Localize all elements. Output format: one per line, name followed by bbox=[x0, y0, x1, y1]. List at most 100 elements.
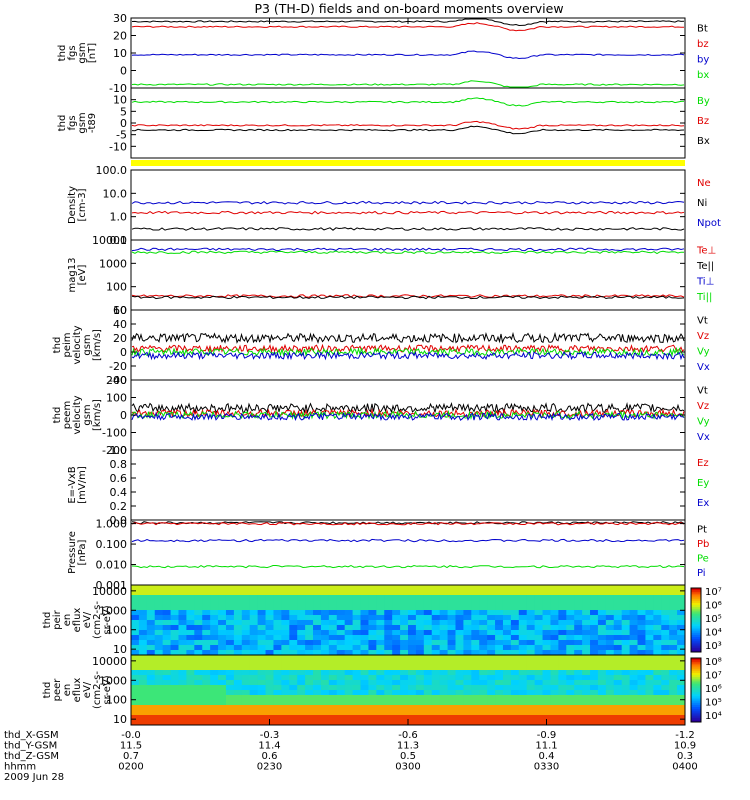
heatmap-cell bbox=[455, 635, 464, 641]
heatmap-cell bbox=[542, 690, 551, 696]
heatmap-cell bbox=[582, 715, 591, 721]
heatmap-cell bbox=[384, 715, 393, 721]
heatmap-cell bbox=[518, 720, 528, 726]
heatmap-cell bbox=[447, 710, 456, 716]
heatmap-cell bbox=[621, 675, 631, 681]
heatmap-cell bbox=[661, 715, 670, 721]
heatmap-cell bbox=[558, 710, 567, 716]
heatmap-cell bbox=[210, 610, 219, 616]
heatmap-cell bbox=[590, 585, 599, 591]
heatmap-cell bbox=[194, 720, 203, 726]
heatmap-cell bbox=[439, 655, 449, 661]
heatmap-cell bbox=[336, 615, 346, 621]
heatmap-cell bbox=[605, 650, 615, 656]
heatmap-cell bbox=[178, 655, 187, 661]
heatmap-cell bbox=[534, 635, 544, 641]
heatmap-cell bbox=[336, 715, 346, 721]
heatmap-cell bbox=[281, 680, 290, 686]
heatmap-cell bbox=[661, 710, 670, 716]
heatmap-cell bbox=[336, 680, 346, 686]
heatmap-cell bbox=[352, 720, 362, 726]
y-axis-label: Density bbox=[67, 186, 78, 224]
heatmap-cell bbox=[273, 600, 282, 606]
heatmap-cell bbox=[352, 625, 362, 631]
heatmap-cell bbox=[178, 700, 187, 706]
heatmap-cell bbox=[439, 610, 449, 616]
heatmap-cell bbox=[281, 600, 290, 606]
colorbar-label: 10⁸ bbox=[705, 657, 722, 668]
heatmap-cell bbox=[534, 615, 544, 621]
heatmap-cell bbox=[590, 680, 599, 686]
heatmap-cell bbox=[669, 590, 678, 596]
y-tick-label: 5 bbox=[120, 105, 127, 118]
heatmap-cell bbox=[590, 640, 599, 646]
heatmap-cell bbox=[273, 670, 282, 676]
heatmap-cell bbox=[542, 700, 551, 706]
heatmap-cell bbox=[241, 705, 251, 711]
heatmap-cell bbox=[360, 605, 369, 611]
heatmap-cell bbox=[455, 675, 464, 681]
heatmap-cell bbox=[281, 715, 290, 721]
heatmap-cell bbox=[455, 590, 464, 596]
heatmap-cell bbox=[368, 615, 377, 621]
heatmap-cell bbox=[218, 640, 227, 646]
heatmap-cell bbox=[408, 620, 417, 626]
heatmap-cell bbox=[558, 630, 567, 636]
heatmap-cell bbox=[178, 665, 187, 671]
heatmap-cell bbox=[131, 715, 140, 721]
heatmap-cell bbox=[376, 710, 385, 716]
heatmap-cell bbox=[186, 715, 195, 721]
heatmap-cell bbox=[447, 620, 456, 626]
heatmap-cell bbox=[138, 680, 148, 686]
heatmap-cell bbox=[313, 710, 322, 716]
heatmap-cell bbox=[131, 650, 140, 656]
heatmap-cell bbox=[154, 685, 164, 691]
heatmap-cell bbox=[487, 605, 496, 611]
heatmap-cell bbox=[368, 675, 377, 681]
heatmap-cell bbox=[376, 600, 385, 606]
heatmap-cell bbox=[257, 695, 267, 701]
heatmap-cell bbox=[131, 640, 140, 646]
heatmap-cell bbox=[558, 690, 567, 696]
heatmap-cell bbox=[178, 720, 187, 726]
heatmap-cell bbox=[218, 680, 227, 686]
heatmap-cell bbox=[131, 610, 140, 616]
heatmap-cell bbox=[202, 710, 211, 716]
heatmap-cell bbox=[408, 710, 417, 716]
heatmap-cell bbox=[534, 620, 544, 626]
heatmap-cell bbox=[597, 705, 607, 711]
heatmap-cell bbox=[408, 680, 417, 686]
heatmap-cell bbox=[297, 665, 306, 671]
heatmap-cell bbox=[225, 720, 235, 726]
heatmap-cell bbox=[265, 645, 274, 651]
heatmap-cell bbox=[542, 650, 551, 656]
heatmap-cell bbox=[289, 600, 298, 606]
heatmap-cell bbox=[669, 720, 678, 726]
heatmap-cell bbox=[645, 635, 654, 641]
y-axis-label: [km/s] bbox=[92, 399, 103, 431]
heatmap-cell bbox=[265, 660, 274, 666]
heatmap-cell bbox=[471, 665, 480, 671]
y-tick-label: -10 bbox=[109, 140, 127, 153]
heatmap-cell bbox=[677, 695, 686, 701]
heatmap-cell bbox=[423, 645, 433, 651]
heatmap-cell bbox=[162, 620, 172, 626]
heatmap-cell bbox=[653, 605, 662, 611]
heatmap-cell bbox=[574, 615, 583, 621]
colorbar-segment bbox=[691, 668, 701, 672]
heatmap-cell bbox=[170, 715, 179, 721]
heatmap-cell bbox=[566, 670, 575, 676]
heatmap-cell bbox=[495, 720, 504, 726]
y-tick-label: 0.2 bbox=[110, 500, 128, 513]
heatmap-cell bbox=[637, 670, 646, 676]
heatmap-cell bbox=[320, 630, 330, 636]
heatmap-cell bbox=[621, 660, 631, 666]
heatmap-cell bbox=[249, 705, 259, 711]
heatmap-cell bbox=[273, 635, 282, 641]
heatmap-cell bbox=[439, 695, 449, 701]
heatmap-cell bbox=[360, 630, 369, 636]
heatmap-cell bbox=[558, 715, 567, 721]
heatmap-cell bbox=[455, 610, 464, 616]
heatmap-cell bbox=[273, 610, 282, 616]
series-line-bz bbox=[131, 22, 685, 32]
